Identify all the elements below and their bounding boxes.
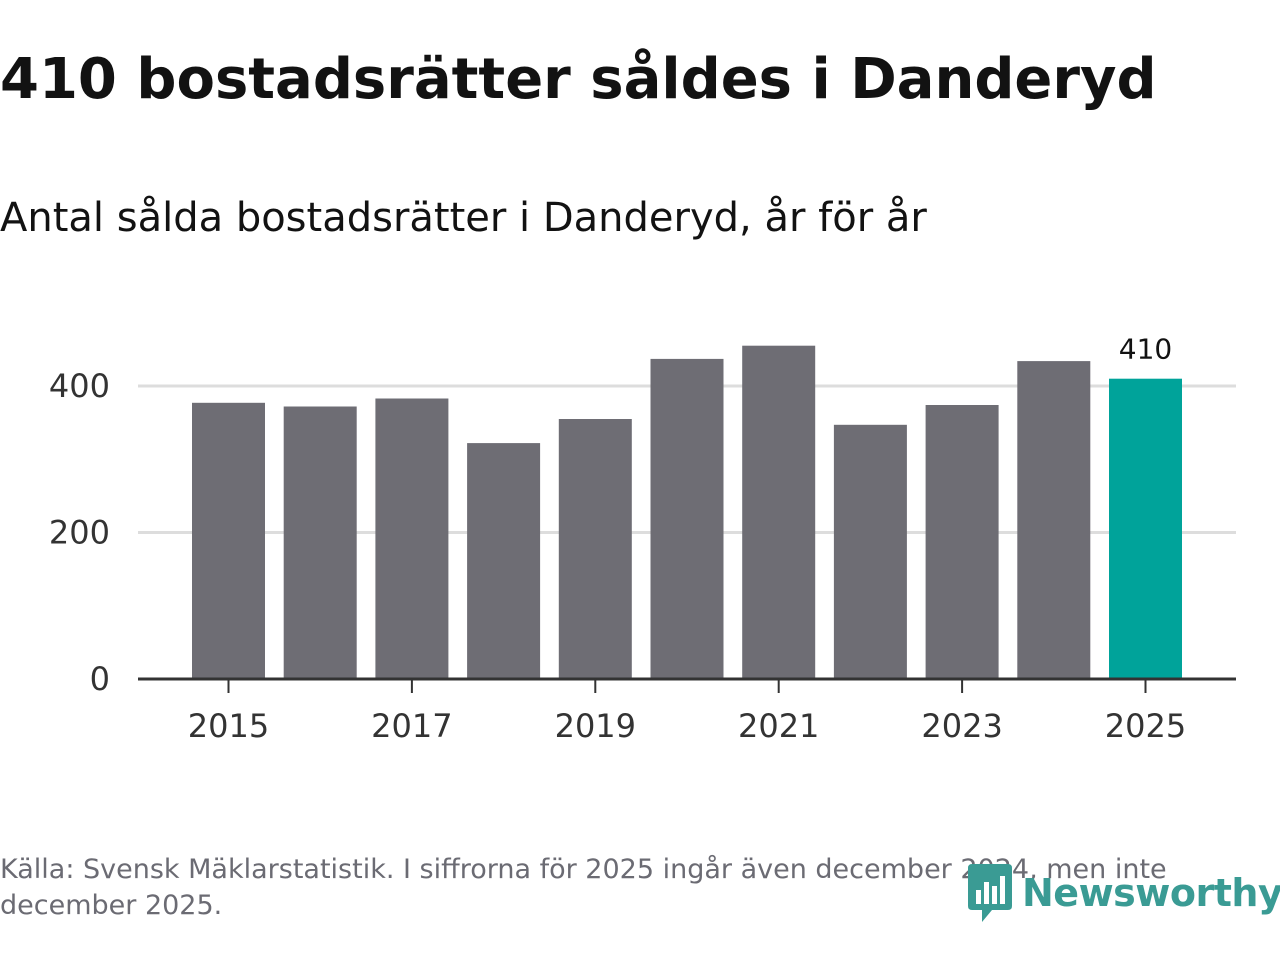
bars bbox=[192, 345, 1182, 679]
x-tick-label: 2025 bbox=[1105, 707, 1186, 745]
chart-title: 410 bostadsrätter såldes i Danderyd bbox=[0, 47, 1157, 112]
bar-2016 bbox=[283, 406, 357, 679]
bar-2024 bbox=[1017, 361, 1091, 679]
y-tick-label: 0 bbox=[90, 660, 110, 698]
bar-2015 bbox=[192, 402, 265, 679]
x-tick-label: 2017 bbox=[371, 707, 452, 745]
bar-2020 bbox=[650, 358, 724, 679]
x-tick-label: 2019 bbox=[555, 707, 636, 745]
bar-2021 bbox=[742, 345, 816, 679]
bar-2018 bbox=[467, 443, 541, 679]
x-tick-label: 2021 bbox=[738, 707, 819, 745]
newsworthy-logo-icon bbox=[968, 864, 1012, 922]
bar-2019 bbox=[558, 419, 632, 679]
y-tick-label: 400 bbox=[49, 367, 110, 405]
logo-text: Newsworthy bbox=[1022, 871, 1280, 915]
bar-2025 bbox=[1109, 378, 1182, 679]
y-tick-label: 200 bbox=[49, 514, 110, 552]
labels: 0 200 400 410 2015 2017 2019 2021 2023 2025 bbox=[49, 333, 1186, 745]
data-label-2025: 410 bbox=[1119, 333, 1172, 366]
bar-2022 bbox=[833, 424, 907, 679]
bar-2023 bbox=[925, 405, 999, 679]
axes bbox=[138, 677, 1236, 693]
bar-2017 bbox=[375, 398, 449, 679]
x-tick-label: 2015 bbox=[188, 707, 269, 745]
chart-subtitle: Antal sålda bostadsrätter i Danderyd, år… bbox=[0, 195, 927, 241]
x-tick-label: 2023 bbox=[921, 707, 1002, 745]
newsworthy-logo: Newsworthy bbox=[964, 860, 1280, 926]
